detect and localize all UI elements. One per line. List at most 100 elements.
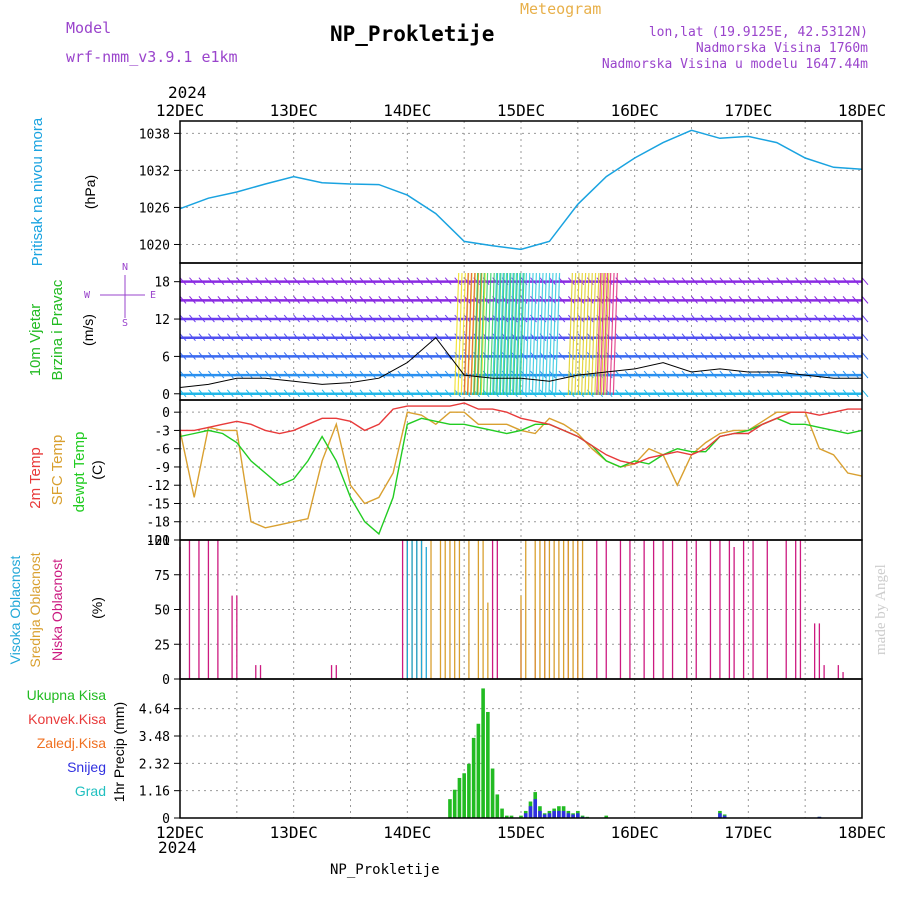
wind-barb — [378, 277, 386, 286]
wind-barb — [312, 389, 319, 398]
wind-barb — [551, 272, 557, 396]
wind-barb — [833, 314, 840, 323]
wind-barb — [814, 314, 822, 323]
wind-barb — [435, 389, 443, 398]
wind-barb — [757, 389, 765, 398]
wind-barb — [643, 389, 651, 398]
wind-barb — [255, 389, 263, 398]
wind-barb — [719, 352, 727, 360]
precip-legend-item: Grad — [75, 783, 106, 799]
wind-barb — [691, 352, 698, 360]
wind-barb — [577, 333, 585, 342]
wind-barb — [435, 370, 443, 379]
wind-barb — [624, 314, 632, 323]
wind-barb — [274, 370, 282, 379]
wind-barb — [597, 272, 603, 396]
wind-barb — [406, 333, 414, 342]
wind-barb — [293, 296, 301, 304]
wind-barb — [302, 296, 310, 304]
cloud-label-low: Niska Oblacnost — [49, 559, 65, 661]
x-tick-label-top: 14DEC — [383, 101, 431, 120]
wind-barb — [482, 333, 490, 342]
wind-barb — [189, 277, 196, 286]
wind-barb — [179, 370, 187, 379]
wind-barb — [179, 389, 187, 398]
wind-barb — [842, 389, 850, 398]
series-line-wind — [179, 336, 862, 388]
precip-bar — [538, 810, 542, 818]
wind-barb — [226, 333, 234, 342]
wind-barb — [852, 277, 859, 286]
wind-barb — [691, 296, 698, 304]
x-tick-label-bottom: 18DEC — [838, 823, 886, 842]
wind-barb — [264, 370, 272, 379]
wind-barb — [302, 352, 310, 360]
wind-barb — [476, 272, 482, 396]
compass-w: W — [84, 290, 91, 301]
wind-barb — [653, 314, 660, 323]
wind-barb — [609, 272, 615, 396]
wind-barb — [293, 370, 301, 379]
wind-barb — [861, 370, 869, 379]
wind-barb — [672, 389, 679, 398]
wind-barb — [833, 333, 840, 342]
precip-bar — [718, 813, 722, 818]
wind-barb — [738, 352, 746, 360]
wind-barb — [312, 352, 319, 360]
wind-barb — [189, 352, 196, 360]
wind-barb — [217, 389, 225, 398]
wind-barb — [643, 370, 651, 379]
wind-barb — [766, 333, 774, 342]
wind-barb — [681, 314, 689, 323]
wind-barb — [179, 314, 187, 323]
wind-barb — [198, 389, 206, 398]
wind-compass-icon — [100, 275, 145, 318]
compass-n: N — [122, 262, 128, 273]
wind-barb — [615, 389, 623, 398]
wind-barb — [350, 333, 357, 342]
wind-barb — [590, 272, 597, 396]
wind-barb — [776, 333, 784, 342]
wind-barb — [634, 314, 642, 323]
wind-barb — [833, 389, 840, 398]
wind-barb — [710, 352, 717, 360]
wind-barb — [264, 389, 272, 398]
wind-barb — [600, 272, 607, 396]
precip-bar — [467, 763, 471, 818]
wind-barb — [852, 389, 859, 398]
wind-barb — [823, 370, 831, 379]
wind-barb — [388, 389, 395, 398]
y-tick-label: 0 — [162, 406, 170, 421]
wind-barb — [719, 389, 727, 398]
wind-barb — [634, 333, 642, 342]
wind-barb — [519, 272, 525, 396]
wind-barb — [283, 352, 291, 360]
wind-barb — [217, 352, 225, 360]
wind-barb — [331, 389, 338, 398]
wind-barb — [208, 370, 215, 379]
wind-barb — [274, 314, 282, 323]
precip-bar — [722, 815, 727, 818]
wind-barb — [331, 370, 338, 379]
wind-barb — [501, 272, 508, 396]
wind-barb — [331, 277, 338, 286]
wind-barb — [255, 277, 263, 286]
wind-barb — [643, 314, 651, 323]
wind-barb — [776, 389, 784, 398]
wind-barb — [255, 352, 263, 360]
wind-barb — [388, 333, 395, 342]
wind-barb — [691, 314, 698, 323]
wind-barb — [766, 314, 774, 323]
wind-barb — [662, 370, 670, 379]
wind-barb — [226, 314, 234, 323]
wind-barb — [505, 272, 511, 396]
x-tick-label-bottom: 17DEC — [724, 823, 772, 842]
wind-barb — [302, 277, 310, 286]
precip-bar — [552, 810, 556, 818]
wind-barb — [293, 277, 301, 286]
wind-barb — [444, 314, 452, 323]
wind-barb — [624, 296, 632, 304]
precip-legend-item: Konvek.Kisa — [28, 711, 106, 727]
wind-barb — [814, 389, 822, 398]
wind-barb — [861, 277, 869, 286]
